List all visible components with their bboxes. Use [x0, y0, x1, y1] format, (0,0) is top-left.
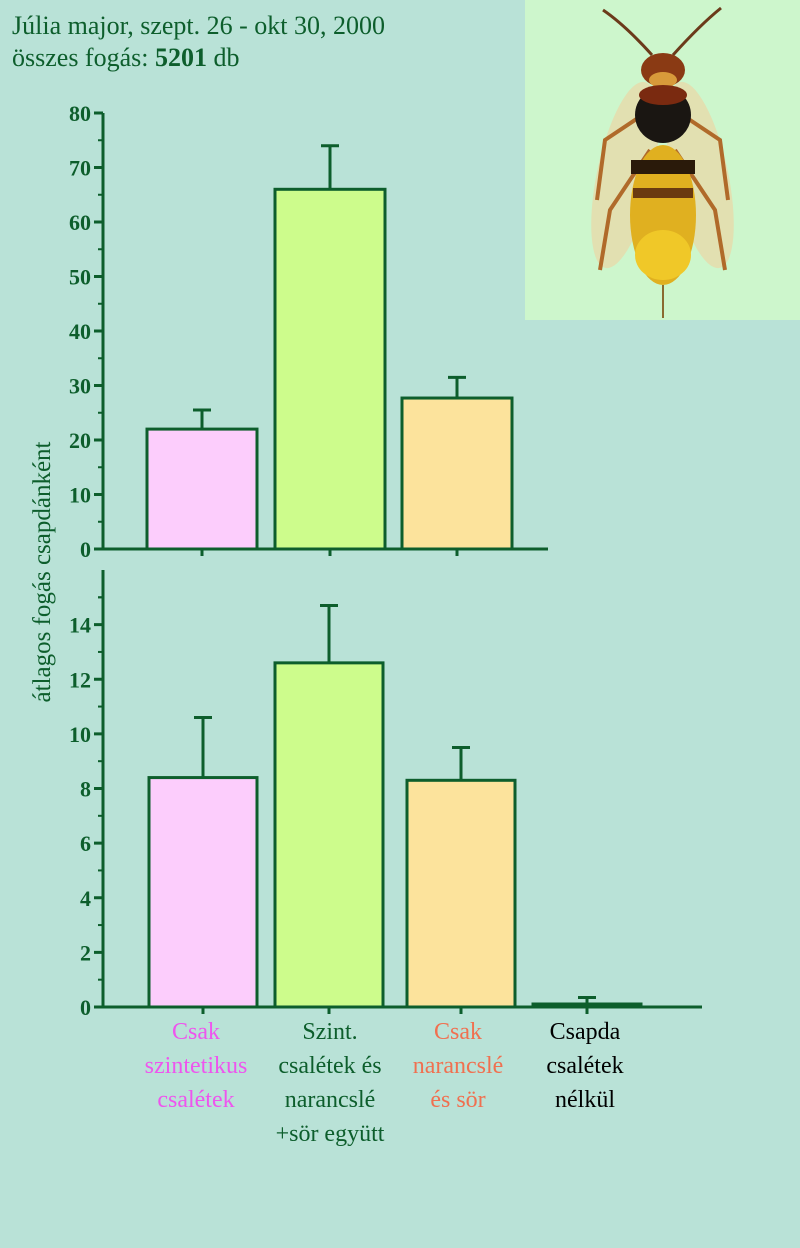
- y-tick-label: 30: [69, 374, 91, 399]
- category-label-line: csalétek: [157, 1087, 235, 1113]
- category-label: Csak narancslé és sör: [393, 1015, 523, 1117]
- category-label-line: Csapda: [549, 1019, 621, 1045]
- header-line-2: összes fogás: 5201 db: [12, 42, 385, 74]
- hornet-icon: [591, 6, 734, 318]
- y-tick-label: 4: [80, 886, 91, 911]
- category-label-line: nélkül: [555, 1087, 615, 1113]
- bar: [405, 778, 517, 1009]
- category-label-line: Szint.: [302, 1019, 358, 1045]
- chart-header: Júlia major, szept. 26 - okt 30, 2000 ös…: [12, 10, 385, 74]
- category-label-line: Csak: [172, 1019, 220, 1045]
- category-label-line: narancslé: [412, 1053, 504, 1079]
- header-line-2-prefix: összes fogás:: [12, 43, 155, 72]
- category-label-line: Csak: [434, 1019, 482, 1045]
- bar: [273, 187, 387, 551]
- y-tick-label: 10: [69, 483, 91, 508]
- bar: [400, 396, 514, 551]
- y-tick-label: 2: [80, 940, 91, 965]
- category-label-line: szintetikus: [144, 1053, 248, 1079]
- category-label-line: csalétek és: [278, 1053, 382, 1079]
- y-tick-label: 70: [69, 156, 91, 181]
- y-tick-label: 12: [69, 667, 91, 692]
- bar: [147, 776, 259, 1009]
- category-label-line: narancslé: [284, 1087, 376, 1113]
- y-tick-label: 20: [69, 428, 91, 453]
- y-tick-label: 0: [80, 537, 91, 562]
- bar: [145, 427, 259, 551]
- y-tick-label: 10: [69, 722, 91, 747]
- y-tick-label: 8: [80, 777, 91, 802]
- hornet-image: [525, 0, 800, 320]
- y-tick-label: 6: [80, 831, 91, 856]
- total-count: 5201: [154, 43, 207, 72]
- y-tick-label: 40: [69, 319, 91, 344]
- category-label: Csapda csalétek nélkül: [520, 1015, 650, 1117]
- category-label-line: és sör: [430, 1087, 486, 1113]
- bar: [531, 1002, 643, 1009]
- y-tick-label: 14: [69, 613, 91, 638]
- header-line-1: Júlia major, szept. 26 - okt 30, 2000: [12, 11, 386, 40]
- y-axis-label: átlagos fogás csapdánként: [29, 441, 56, 702]
- category-label: Szint. csalétek és narancslé +sör együtt: [265, 1015, 395, 1151]
- bar: [273, 661, 385, 1009]
- y-tick-label: 0: [80, 995, 91, 1020]
- y-tick-label: 60: [69, 210, 91, 235]
- y-tick-label: 50: [69, 265, 91, 290]
- category-label-line: csalétek: [546, 1053, 624, 1079]
- category-label: Csak szintetikus csalétek: [131, 1015, 261, 1117]
- category-label-line: +sör együtt: [275, 1121, 385, 1147]
- header-line-2-unit: db: [206, 43, 240, 72]
- y-tick-label: 80: [69, 101, 91, 126]
